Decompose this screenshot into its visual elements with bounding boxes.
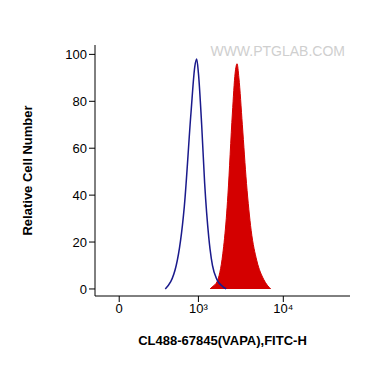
svg-text:CL488-67845(VAPA),FITC-H: CL488-67845(VAPA),FITC-H bbox=[138, 333, 307, 348]
svg-text:20: 20 bbox=[73, 235, 87, 250]
svg-text:60: 60 bbox=[73, 141, 87, 156]
svg-text:100: 100 bbox=[65, 47, 87, 62]
svg-text:10³: 10³ bbox=[189, 301, 208, 316]
svg-text:10⁴: 10⁴ bbox=[273, 301, 293, 316]
svg-text:80: 80 bbox=[73, 94, 87, 109]
svg-text:0: 0 bbox=[80, 282, 87, 297]
svg-text:40: 40 bbox=[73, 188, 87, 203]
svg-text:0: 0 bbox=[116, 301, 123, 316]
svg-text:Relative Cell Number: Relative Cell Number bbox=[20, 105, 35, 235]
svg-text:WWW.PTGLAB.COM: WWW.PTGLAB.COM bbox=[210, 43, 345, 59]
